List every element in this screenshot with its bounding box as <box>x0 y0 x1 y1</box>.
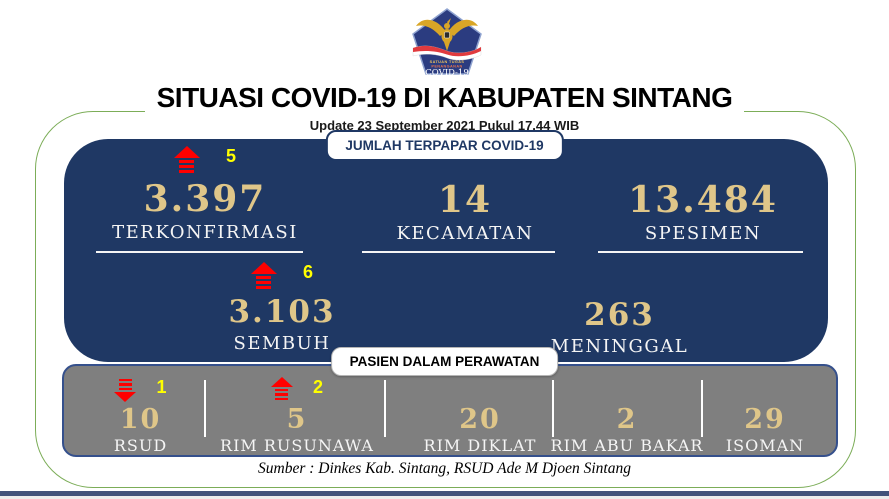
page-title: SITUASI COVID-19 DI KABUPATEN SINTANG <box>0 82 889 114</box>
stat-label: RSUD <box>113 435 168 455</box>
stat-sembuh: 6 3.103 SEMBUH <box>172 262 392 355</box>
delta-sembuh: 6 <box>250 262 313 292</box>
garuda-emblem <box>416 18 478 51</box>
delta-value: 2 <box>312 376 323 397</box>
underline-kecamatan <box>362 251 555 253</box>
exposed-panel-header: JUMLAH TERPAPAR COVID-19 <box>325 130 564 161</box>
stat-label: RIM ABU BAKAR <box>550 435 704 455</box>
care-divider-2 <box>384 380 386 437</box>
delta-terkonfirmasi: 5 <box>173 146 236 176</box>
stat-value: 14 <box>437 179 493 221</box>
stat-label: SEMBUH <box>233 333 331 354</box>
source-credit: Sumber : Dinkes Kab. Sintang, RSUD Ade M… <box>258 460 631 477</box>
stat-rsud: 1 10 RSUD <box>73 367 208 461</box>
underline-terkonfirmasi <box>96 251 303 253</box>
stat-rim-rusunawa: 2 5 RIM RUSUNAWA <box>220 367 374 461</box>
stat-isoman: 29 ISOMAN <box>695 367 835 461</box>
bottom-edge-strip <box>0 496 889 499</box>
stat-label: MENINGGAL <box>550 336 689 357</box>
stat-meninggal: 263 MENINGGAL <box>512 262 727 358</box>
stat-label: SPESIMEN <box>644 223 762 244</box>
stat-value: 3.397 <box>143 178 267 220</box>
stat-value: 5 <box>286 403 308 435</box>
arrow-up-icon <box>270 376 293 401</box>
stat-value: 20 <box>459 403 501 435</box>
stat-label: RIM RUSUNAWA <box>220 435 374 455</box>
stat-value: 13.484 <box>628 179 778 221</box>
logo-text-line3: COVID-19 <box>425 68 468 78</box>
logo-text-line2: PENANGANAN <box>431 65 462 69</box>
stat-value: 10 <box>119 403 162 435</box>
arrow-down-icon <box>114 377 137 403</box>
stat-label: ISOMAN <box>725 435 805 455</box>
stat-value: 2 <box>616 403 638 435</box>
care-divider-4 <box>701 380 703 437</box>
stat-value: 263 <box>584 297 655 333</box>
logo-text-line1: SATUAN TUGAS <box>430 60 465 64</box>
stat-value: 29 <box>744 403 786 435</box>
arrow-up-icon <box>250 262 277 289</box>
delta-value: 6 <box>302 262 313 282</box>
page-title-text: SITUASI COVID-19 DI KABUPATEN SINTANG <box>144 82 745 114</box>
underline-spesimen <box>598 251 803 253</box>
satgas-covid19-logo: SATUAN TUGAS PENANGANAN COVID-19 <box>412 8 482 78</box>
pancasila-shield <box>444 31 450 39</box>
stat-label: TERKONFIRMASI <box>112 222 298 243</box>
care-panel-header: PASIEN DALAM PERAWATAN <box>330 347 559 376</box>
stat-kecamatan: 14 KECAMATAN <box>365 146 565 245</box>
stat-label: KECAMATAN <box>396 223 534 244</box>
delta-rsud: 1 <box>114 376 167 404</box>
bottom-edge-bar <box>0 491 889 496</box>
stat-label: RIM DIKLAT <box>423 435 537 455</box>
care-divider-3 <box>552 380 554 437</box>
stat-terkonfirmasi: 5 3.397 TERKONFIRMASI <box>95 146 315 244</box>
stat-rim-abu-bakar: 2 RIM ABU BAKAR <box>548 367 706 461</box>
arrow-up-icon <box>173 146 200 173</box>
exposed-panel <box>64 139 828 362</box>
update-timestamp: Update 23 September 2021 Pukul 17.44 WIB <box>309 118 580 133</box>
stat-value: 3.103 <box>228 294 336 330</box>
delta-value: 5 <box>225 146 236 166</box>
stat-rim-diklat: 20 RIM DIKLAT <box>405 367 555 461</box>
delta-rim-rusunawa: 2 <box>270 376 323 404</box>
flag-ribbon <box>412 45 482 61</box>
care-divider-1 <box>204 380 206 437</box>
delta-value: 1 <box>156 376 167 397</box>
stat-spesimen: 13.484 SPESIMEN <box>603 146 803 245</box>
